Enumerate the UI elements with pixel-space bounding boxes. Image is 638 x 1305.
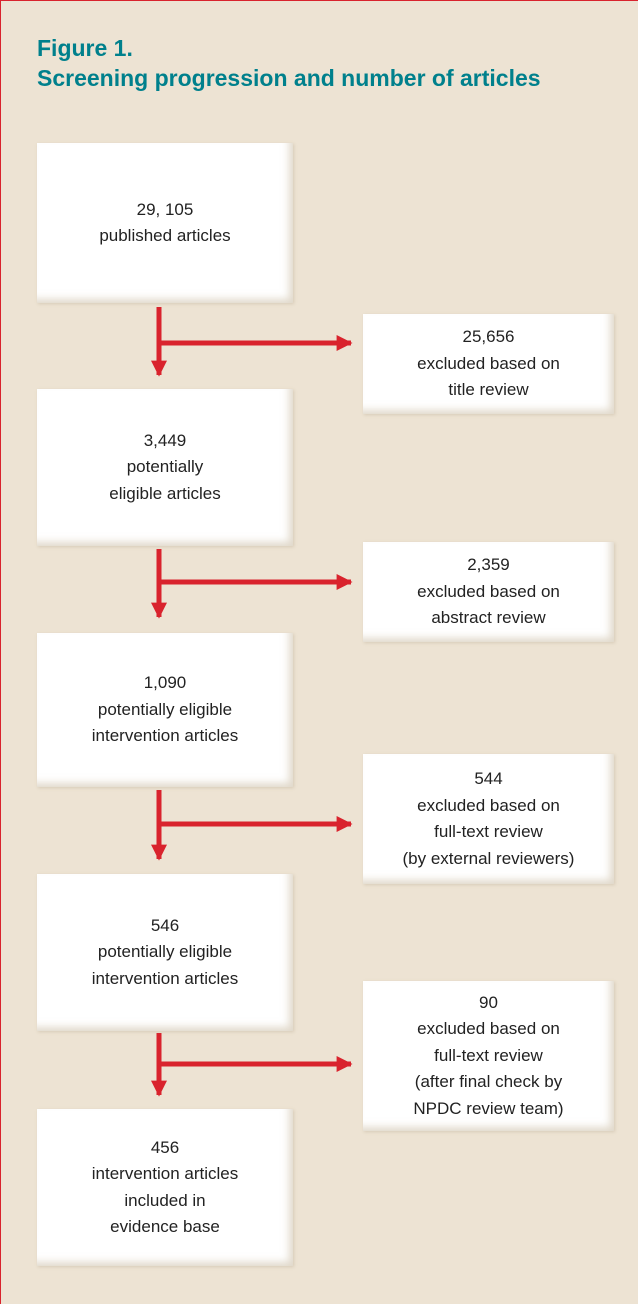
box-text: abstract review xyxy=(431,608,546,628)
box-text: potentially eligible xyxy=(97,942,233,962)
box-text: potentially eligible xyxy=(97,699,233,719)
box-text: excluded based on xyxy=(417,1019,560,1039)
box-text: excluded based on xyxy=(417,581,560,601)
figure-title: Screening progression and number of arti… xyxy=(37,65,541,91)
box-text: intervention articles xyxy=(91,968,239,988)
flow-box: 2,359 excluded based on abstract review xyxy=(363,542,614,642)
box-text: potentially xyxy=(126,457,204,477)
flow-box: 544 excluded based on full-text review (by … xyxy=(363,754,614,884)
box-text: included in xyxy=(124,1190,206,1210)
box-text: 544 xyxy=(474,769,503,788)
box-text: eligible articles xyxy=(109,483,221,503)
figure-label: Figure 1. xyxy=(37,35,133,61)
box-text: excluded based on xyxy=(417,353,560,373)
box-text: 25,656 xyxy=(462,327,515,347)
box-text: NPDC review team) xyxy=(413,1098,564,1118)
box-text: (by external reviewers) xyxy=(402,848,575,868)
box-text: 90 xyxy=(479,992,498,1012)
flow-box: 25,656 excluded based on title review xyxy=(363,314,614,414)
box-text: full-text review xyxy=(434,822,543,841)
box-text: intervention articles xyxy=(91,726,239,746)
box-text: full-text review xyxy=(434,1045,543,1065)
box-text: title review xyxy=(448,380,529,400)
flow-box: 29, 105 published articles xyxy=(37,143,293,303)
box-text: (after final check by xyxy=(414,1072,563,1092)
flow-box: 456 intervention articles included in evide… xyxy=(37,1109,293,1266)
box-text: 546 xyxy=(150,915,180,935)
box-text: 3,449 xyxy=(143,430,187,450)
flow-box: 90 excluded based on full-text review (afte… xyxy=(363,981,614,1131)
box-text: 1,090 xyxy=(143,673,187,693)
connectors xyxy=(150,307,353,1097)
flow-box: 1,090 potentially eligible intervention ar… xyxy=(37,633,293,787)
box-text: 29, 105 xyxy=(136,199,194,219)
box-text: intervention articles xyxy=(91,1164,239,1183)
box-text: evidence base xyxy=(110,1217,220,1236)
box-text: 2,359 xyxy=(467,555,510,575)
box-text: 456 xyxy=(150,1137,180,1157)
box-text: excluded based on xyxy=(417,795,560,815)
box-text: published articles xyxy=(99,226,231,245)
flow-box: 3,449 potentially eligible articles xyxy=(37,389,293,546)
flow-box: 546 potentially eligible intervention arti… xyxy=(37,874,293,1031)
